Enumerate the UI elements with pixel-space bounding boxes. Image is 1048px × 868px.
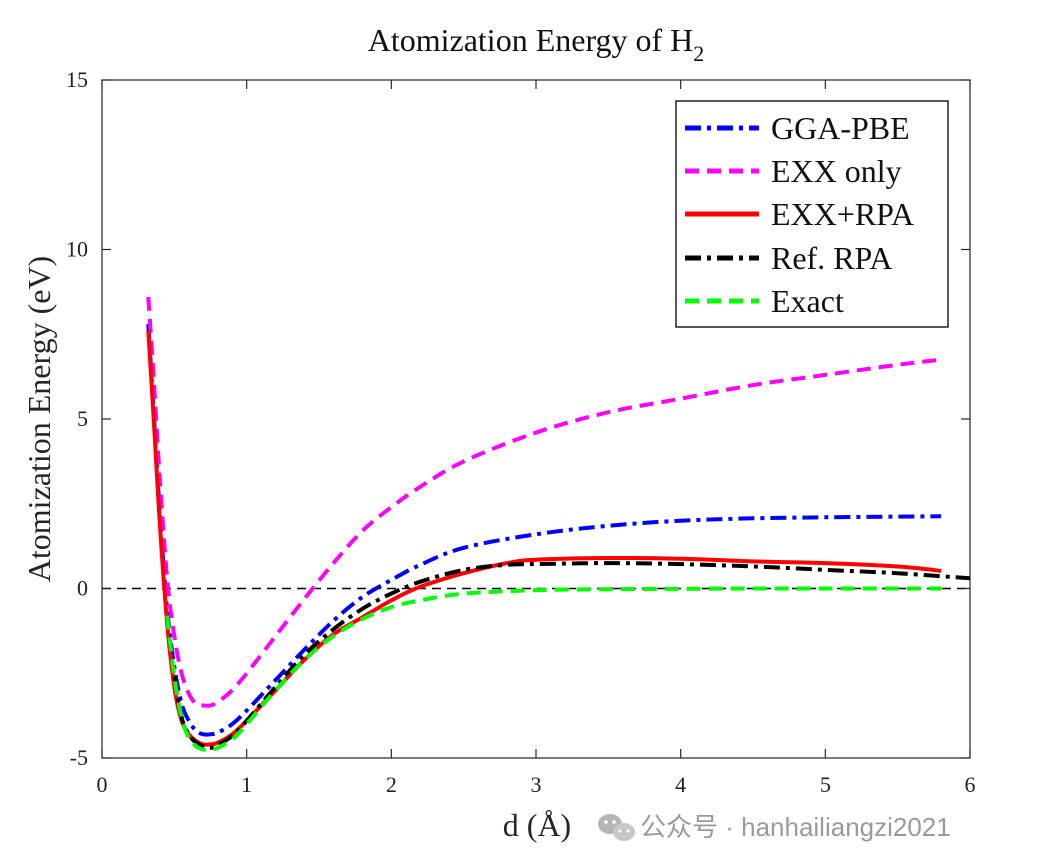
watermark-text: 公众号 · hanhailiangzi2021 xyxy=(640,812,951,842)
y-tick-label: 15 xyxy=(66,67,88,92)
x-tick-label: 6 xyxy=(965,772,976,797)
legend-label: GGA-PBE xyxy=(771,110,910,146)
chart-title: Atomization Energy of H2 xyxy=(368,22,705,66)
y-tick-label: 0 xyxy=(77,576,88,601)
x-axis-title: d (Å) xyxy=(503,807,571,843)
series-line-exx-only xyxy=(146,296,942,708)
legend-label: Ref. RPA xyxy=(771,240,893,276)
chart-title-subscript: 2 xyxy=(693,41,704,66)
x-tick-label: 3 xyxy=(531,772,542,797)
y-tick-labels: -5 0 5 10 15 xyxy=(66,67,88,770)
legend-label: EXX only xyxy=(771,153,902,189)
legend: GGA-PBE EXX only EXX+RPA Ref. RPA Exact xyxy=(675,100,949,328)
x-tick-labels: 0 1 2 3 4 5 6 xyxy=(97,772,976,797)
x-tick-label: 4 xyxy=(675,772,686,797)
legend-item: GGA-PBE xyxy=(685,110,910,146)
y-tick-label: 10 xyxy=(66,237,88,262)
x-tick-label: 1 xyxy=(241,772,252,797)
legend-label: Exact xyxy=(771,283,844,319)
watermark: 公众号 · hanhailiangzi2021 xyxy=(598,812,951,842)
series-lines xyxy=(146,296,970,752)
y-tick-label: -5 xyxy=(70,745,88,770)
legend-label: EXX+RPA xyxy=(771,196,914,232)
series-line-exact xyxy=(165,586,942,752)
legend-item: Exact xyxy=(685,283,844,319)
y-axis-title: Atomization Energy (eV) xyxy=(21,256,57,582)
legend-item: Ref. RPA xyxy=(685,240,893,276)
y-tick-label: 5 xyxy=(77,406,88,431)
x-tick-label: 0 xyxy=(97,772,108,797)
x-tick-label: 5 xyxy=(820,772,831,797)
series-line-ref-rpa xyxy=(172,561,970,750)
wechat-icon xyxy=(598,814,635,841)
legend-item: EXX+RPA xyxy=(685,196,914,232)
chart-title-main: Atomization Energy of H xyxy=(368,22,694,58)
axis-ticks xyxy=(101,79,971,759)
x-tick-label: 2 xyxy=(386,772,397,797)
legend-item: EXX only xyxy=(685,153,902,189)
